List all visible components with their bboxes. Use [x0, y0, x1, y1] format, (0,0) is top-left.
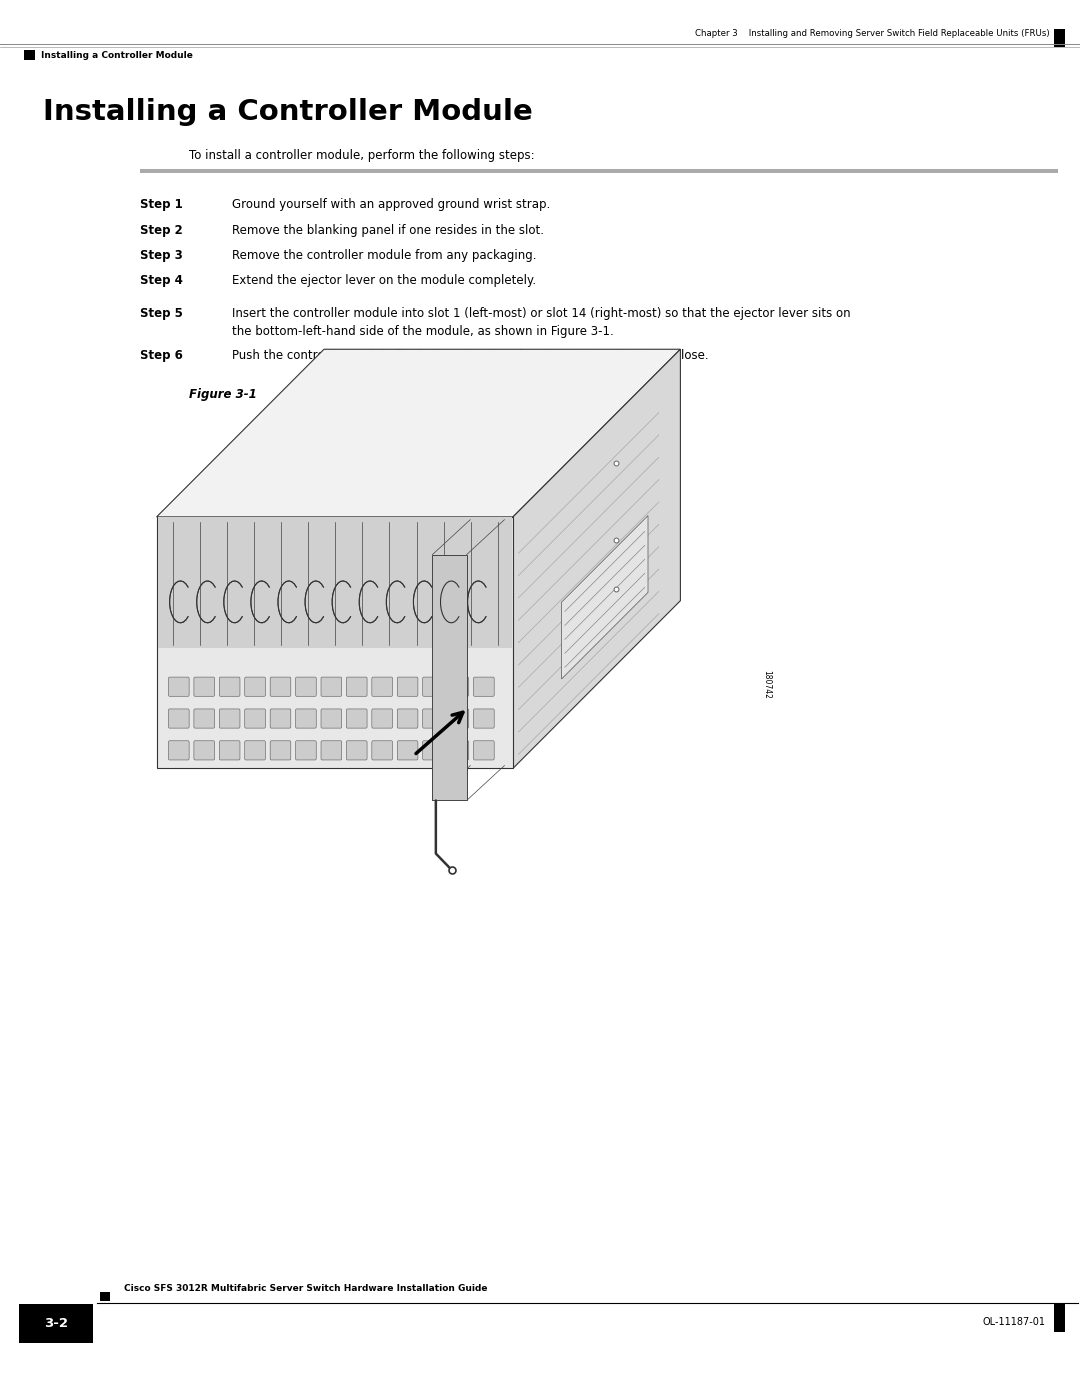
FancyBboxPatch shape	[245, 678, 266, 696]
FancyBboxPatch shape	[448, 740, 469, 760]
FancyBboxPatch shape	[473, 678, 495, 696]
FancyBboxPatch shape	[245, 708, 266, 728]
FancyBboxPatch shape	[372, 740, 392, 760]
FancyBboxPatch shape	[321, 678, 341, 696]
FancyBboxPatch shape	[270, 740, 291, 760]
FancyBboxPatch shape	[194, 678, 215, 696]
FancyBboxPatch shape	[397, 708, 418, 728]
Bar	[1054, 28, 1065, 46]
Text: OL-11187-01: OL-11187-01	[983, 1317, 1045, 1327]
Text: 180742: 180742	[762, 671, 771, 698]
FancyBboxPatch shape	[448, 708, 469, 728]
Text: Cisco SFS 3012R Multifabric Server Switch Hardware Installation Guide: Cisco SFS 3012R Multifabric Server Switc…	[124, 1284, 488, 1294]
FancyBboxPatch shape	[372, 678, 392, 696]
FancyBboxPatch shape	[219, 678, 240, 696]
FancyBboxPatch shape	[296, 708, 316, 728]
Text: Step 5: Step 5	[140, 307, 184, 320]
Text: Step 6: Step 6	[140, 349, 184, 362]
Bar	[140, 169, 1058, 173]
Bar	[157, 517, 513, 768]
Bar	[24, 50, 35, 60]
FancyBboxPatch shape	[270, 708, 291, 728]
FancyBboxPatch shape	[168, 678, 189, 696]
Bar	[158, 517, 512, 648]
FancyBboxPatch shape	[422, 678, 443, 696]
Polygon shape	[157, 349, 680, 517]
FancyBboxPatch shape	[422, 740, 443, 760]
FancyBboxPatch shape	[168, 708, 189, 728]
Text: Step 2: Step 2	[140, 224, 184, 236]
Text: Step 4: Step 4	[140, 274, 184, 286]
Text: Installing a Controller Module: Installing a Controller Module	[41, 50, 193, 60]
FancyBboxPatch shape	[321, 740, 341, 760]
FancyBboxPatch shape	[194, 740, 215, 760]
Polygon shape	[562, 515, 648, 679]
Polygon shape	[432, 555, 467, 800]
FancyBboxPatch shape	[219, 708, 240, 728]
Text: Step 3: Step 3	[140, 249, 184, 261]
Text: Ground yourself with an approved ground wrist strap.: Ground yourself with an approved ground …	[232, 198, 551, 211]
Text: Inserting the Controller Module: Inserting the Controller Module	[308, 388, 517, 401]
FancyBboxPatch shape	[245, 740, 266, 760]
Bar	[100, 1291, 110, 1302]
FancyBboxPatch shape	[397, 740, 418, 760]
FancyBboxPatch shape	[422, 708, 443, 728]
Text: Extend the ejector lever on the module completely.: Extend the ejector lever on the module c…	[232, 274, 537, 286]
FancyBboxPatch shape	[448, 678, 469, 696]
FancyBboxPatch shape	[168, 740, 189, 760]
FancyBboxPatch shape	[219, 740, 240, 760]
FancyBboxPatch shape	[296, 740, 316, 760]
Text: 3-2: 3-2	[44, 1317, 68, 1330]
FancyBboxPatch shape	[473, 740, 495, 760]
Bar	[19, 1305, 93, 1344]
FancyBboxPatch shape	[347, 740, 367, 760]
FancyBboxPatch shape	[270, 678, 291, 696]
FancyBboxPatch shape	[397, 678, 418, 696]
FancyBboxPatch shape	[473, 708, 495, 728]
Text: Step 1: Step 1	[140, 198, 184, 211]
FancyBboxPatch shape	[296, 678, 316, 696]
Text: Remove the blanking panel if one resides in the slot.: Remove the blanking panel if one resides…	[232, 224, 544, 236]
FancyBboxPatch shape	[194, 708, 215, 728]
Polygon shape	[513, 349, 680, 768]
FancyBboxPatch shape	[347, 678, 367, 696]
Text: Installing a Controller Module: Installing a Controller Module	[43, 98, 532, 126]
Text: Insert the controller module into slot 1 (left-most) or slot 14 (right-most) so : Insert the controller module into slot 1…	[232, 307, 851, 338]
FancyBboxPatch shape	[321, 708, 341, 728]
Text: Remove the controller module from any packaging.: Remove the controller module from any pa…	[232, 249, 537, 261]
FancyBboxPatch shape	[347, 708, 367, 728]
Bar	[1054, 1305, 1065, 1333]
FancyBboxPatch shape	[372, 708, 392, 728]
Text: To install a controller module, perform the following steps:: To install a controller module, perform …	[189, 149, 535, 162]
Text: Chapter 3    Installing and Removing Server Switch Field Replaceable Units (FRUs: Chapter 3 Installing and Removing Server…	[696, 29, 1050, 39]
Text: Push the controller module firmly into the slot. The ejector lever begins to clo: Push the controller module firmly into t…	[232, 349, 708, 362]
Text: Figure 3-1: Figure 3-1	[189, 388, 257, 401]
